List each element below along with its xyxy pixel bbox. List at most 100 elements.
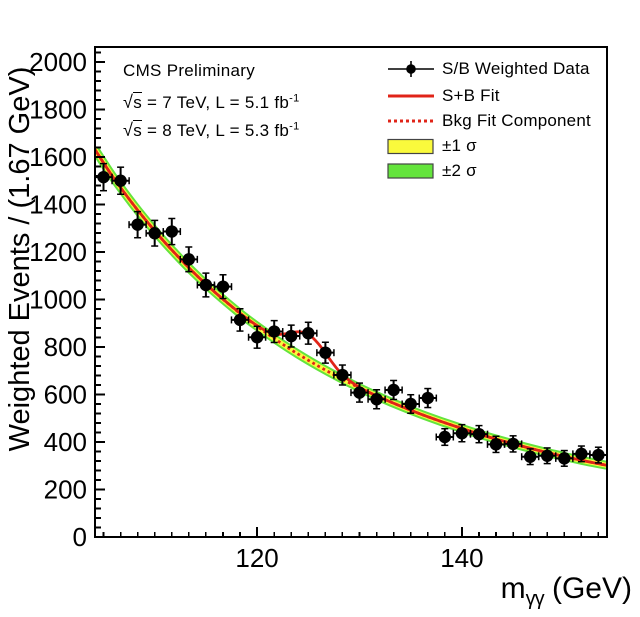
cms-preliminary-label: CMS Preliminary (123, 61, 256, 80)
data-marker (575, 447, 588, 461)
data-point (589, 446, 608, 464)
data-marker (336, 368, 349, 382)
data-marker (558, 452, 571, 465)
bkg-fit-curve (95, 148, 607, 467)
one-sigma-band (95, 148, 607, 468)
data-point (316, 341, 335, 364)
data-marker (370, 393, 383, 406)
data-point (196, 272, 216, 298)
data-marker (233, 313, 247, 327)
data-marker (421, 391, 434, 405)
data-marker (97, 170, 110, 184)
tick-label: 1200 (29, 237, 87, 267)
lumi-7tev-text: = 7 TeV, L = 5.1 fb (142, 93, 290, 112)
data-point (572, 445, 591, 463)
data-point (520, 448, 540, 466)
data-marker (524, 450, 537, 463)
legend-label-data: S/B Weighted Data (442, 59, 590, 78)
data-point (179, 246, 199, 273)
lumi-8tev-text: = 8 TeV, L = 5.3 fb (142, 121, 290, 140)
lumi-7tev-label: √s = 7 TeV, L = 5.1 fb-1 (123, 92, 300, 113)
data-marker (404, 397, 417, 411)
legend-data-marker-icon (406, 64, 416, 74)
legend-label-2sigma: ±2 σ (442, 161, 477, 180)
data-point (162, 217, 182, 246)
data-marker (489, 438, 503, 451)
data-marker (250, 331, 264, 344)
data-point (435, 427, 455, 447)
lumi-8tev-sup: -1 (289, 120, 300, 133)
legend-label-sb-fit: S+B Fit (442, 86, 500, 105)
tick-label: 1800 (29, 94, 87, 124)
data-marker (387, 383, 400, 397)
sqrt-arg: s (133, 92, 142, 112)
data-point (299, 321, 318, 345)
data-marker (268, 325, 281, 338)
sqrt-arg: s (133, 120, 142, 140)
data-point (469, 424, 489, 444)
data-marker (353, 386, 366, 399)
two-sigma-band (95, 147, 607, 470)
legend-label-1sigma: ±1 σ (442, 136, 477, 155)
data-marker (540, 449, 554, 462)
tick-label: 1400 (29, 189, 87, 219)
data-point (384, 379, 403, 401)
y-axis-title: Weighted Events / (1.67 GeV) (4, 66, 36, 452)
data-point (367, 388, 386, 410)
data-marker (165, 225, 178, 238)
data-point (281, 324, 301, 348)
data-point (264, 319, 284, 344)
data-point (333, 364, 352, 386)
lumi-8tev-label: √s = 8 TeV, L = 5.3 fb-1 (123, 120, 300, 141)
tick-label: 1600 (29, 142, 87, 172)
data-marker (216, 280, 230, 293)
x-axis-title-subscript: γγ (525, 588, 545, 610)
data-marker (199, 278, 213, 292)
sqrt-symbol: √ (123, 92, 134, 112)
plot-frame (94, 46, 608, 538)
data-marker (472, 427, 486, 441)
tick-label: 0 (73, 522, 87, 552)
data-marker (131, 218, 144, 231)
tick-label: 1000 (29, 284, 87, 314)
data-marker (438, 430, 451, 444)
sqrt-symbol: √ (123, 120, 134, 140)
axis-tick-labels: 120 1400200400600800100012001400160018002… (29, 47, 483, 573)
data-point (213, 274, 233, 300)
sb-fit-curve (95, 148, 607, 467)
legend-1sigma-box-icon (387, 138, 434, 155)
legend-2sigma-box-icon (387, 163, 434, 179)
tick-label: 600 (44, 379, 87, 409)
data-points (94, 162, 608, 467)
legend-swatches (387, 61, 434, 179)
data-point (418, 387, 438, 409)
tick-label: 120 (235, 543, 278, 573)
data-marker (319, 346, 332, 359)
x-axis-title-main: m (500, 572, 526, 605)
data-point (230, 307, 250, 332)
data-marker (302, 327, 315, 340)
tick-label: 200 (44, 474, 87, 504)
tick-label: 140 (440, 543, 483, 573)
data-point (503, 435, 523, 453)
x-axis-title: mγγ (GeV) (428, 572, 632, 610)
x-axis-title-unit: (GeV) (543, 572, 632, 605)
data-point (555, 449, 574, 467)
data-point (111, 166, 130, 196)
axis-ticks (95, 51, 600, 538)
tick-label: 400 (44, 427, 87, 457)
data-marker (148, 227, 161, 240)
tick-label: 800 (44, 332, 87, 362)
data-point (401, 393, 420, 415)
data-marker (182, 253, 195, 266)
data-marker (114, 174, 127, 187)
data-point (145, 219, 164, 247)
tick-label: 2000 (29, 47, 87, 77)
data-marker (506, 437, 520, 451)
fit-curves-and-bands (95, 147, 607, 470)
legend-label-bkg-fit: Bkg Fit Component (442, 111, 591, 130)
data-marker (284, 329, 298, 343)
data-point (128, 210, 147, 239)
